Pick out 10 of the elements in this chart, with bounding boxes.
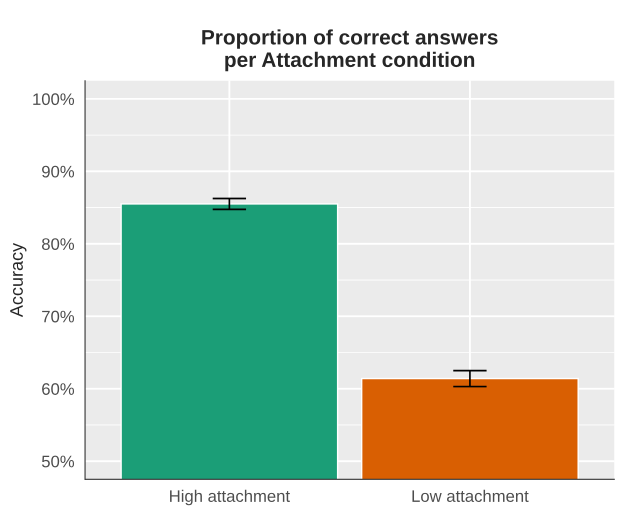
x-tick-label: High attachment bbox=[170, 490, 290, 506]
y-tick-label: 50% bbox=[42, 456, 74, 468]
y-tick-label: 100% bbox=[33, 93, 74, 106]
y-tick-label: 70% bbox=[42, 310, 74, 322]
y-tick-label: 80% bbox=[42, 238, 74, 250]
y-axis-title: Accuracy bbox=[10, 242, 26, 318]
chart-title: Proportion of correct answers per Attachment condition bbox=[202, 29, 498, 72]
x-tick-label: Low attachment bbox=[412, 490, 529, 502]
y-tick-label: 90% bbox=[42, 166, 74, 178]
y-tick-label: 60% bbox=[42, 383, 74, 395]
